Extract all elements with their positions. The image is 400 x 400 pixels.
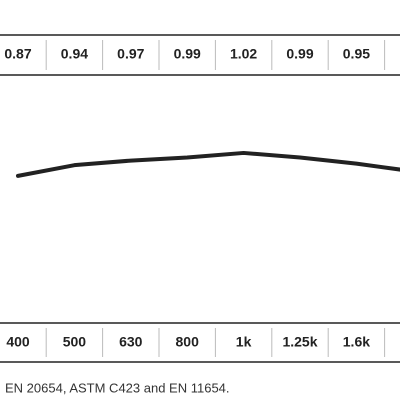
x-tick-label: 400 [6, 334, 30, 350]
value-label: 0.99 [286, 46, 313, 62]
x-tick-label: 630 [119, 334, 143, 350]
value-label: 0.87 [4, 46, 31, 62]
x-tick-label: 1.25k [282, 334, 317, 350]
footnote: EN 20654, ASTM C423 and EN 11654. [5, 380, 230, 395]
x-tick-label: 1k [236, 334, 252, 350]
value-label: 0.99 [174, 46, 201, 62]
x-tick-label: 1.6k [343, 334, 370, 350]
x-tick-label: 800 [176, 334, 200, 350]
line [16, 150, 400, 178]
x-tick-label: 500 [63, 334, 87, 350]
value-label: 0.94 [61, 46, 88, 62]
value-label: 1.02 [230, 46, 257, 62]
value-label: 0.97 [117, 46, 144, 62]
value-label: 0.95 [343, 46, 370, 62]
